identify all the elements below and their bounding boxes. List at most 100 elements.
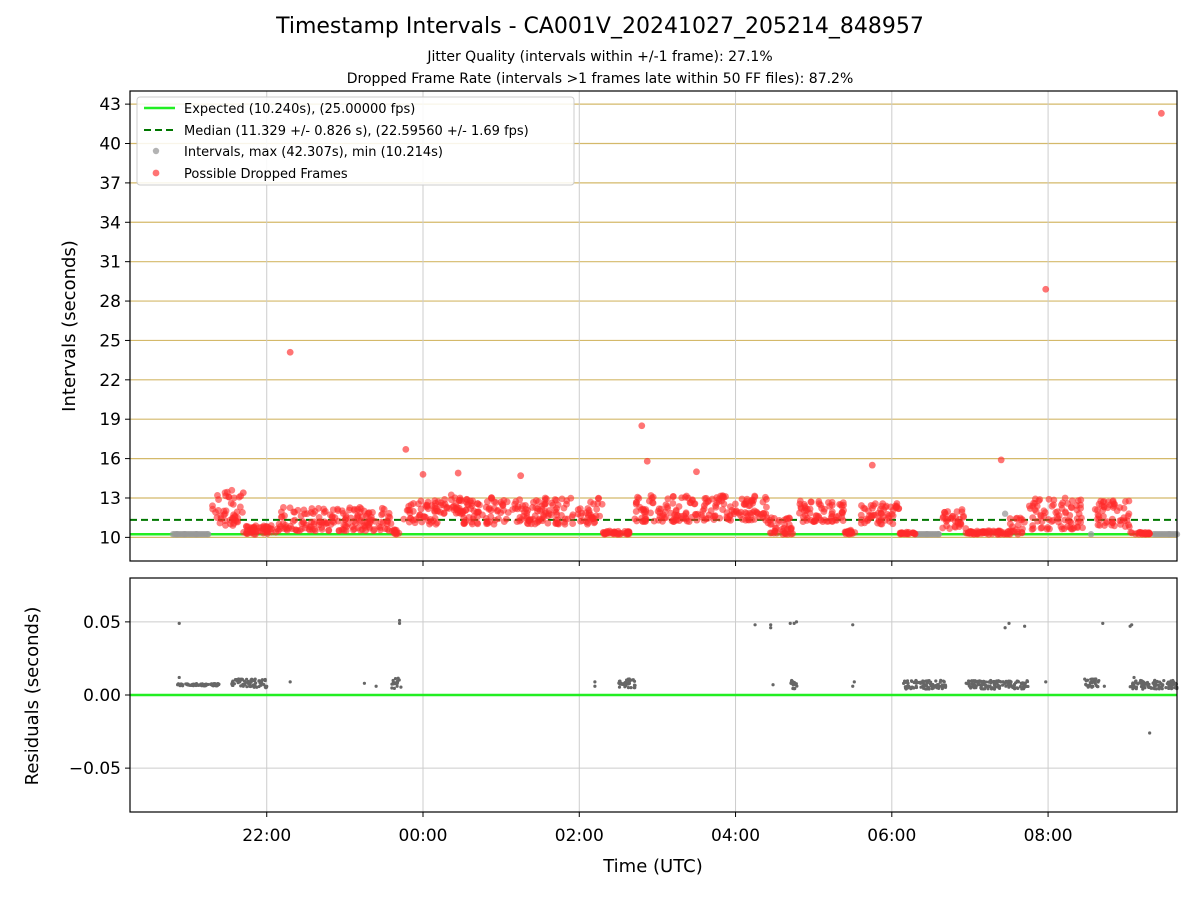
residual-point: [1131, 681, 1135, 685]
legend-entry: Possible Dropped Frames: [184, 167, 348, 182]
residual-point: [979, 687, 984, 691]
dropped-frame-point: [958, 508, 966, 516]
residual-point: [852, 680, 856, 684]
dropped-frame-point: [691, 500, 699, 508]
top-y-tick-label: 31: [99, 253, 121, 273]
residual-point: [245, 677, 249, 681]
residual-point: [374, 684, 378, 688]
residual-point: [925, 684, 929, 688]
residual-point: [987, 684, 991, 689]
residual-point: [1009, 680, 1013, 684]
dropped-frame-point: [1046, 525, 1053, 533]
dropped-frame-point: [1029, 525, 1037, 532]
residual-point: [989, 681, 993, 685]
dropped-frame-point: [815, 500, 823, 508]
residual-point: [617, 685, 622, 689]
dropped-frame-point: [1109, 498, 1117, 506]
top-y-tick-label: 37: [99, 174, 121, 194]
dropped-frame-point: [956, 521, 964, 528]
residual-point: [1026, 684, 1030, 689]
dropped-frame-point: [407, 514, 415, 522]
residual-point: [984, 680, 988, 684]
residual-point: [230, 682, 234, 686]
residual-point: [789, 681, 794, 685]
residual-point: [1154, 687, 1159, 691]
residual-point: [622, 682, 627, 686]
residual-point: [993, 686, 997, 690]
dropped-frame-point: [590, 515, 598, 523]
dropped-frame-point: [871, 511, 879, 519]
dropped-frame-point: [781, 520, 789, 528]
dropped-frame-point: [281, 512, 288, 520]
dropped-frame-point: [715, 497, 723, 505]
residual-point: [627, 677, 631, 681]
dropped-frame-point: [221, 517, 229, 525]
dropped-frame-point: [712, 503, 720, 511]
dropped-frame-point: [554, 519, 562, 527]
dropped-frame-point: [239, 489, 247, 497]
residual-point: [1008, 684, 1012, 688]
dropped-frame-point: [889, 520, 897, 528]
x-tick-label: 06:00: [867, 826, 916, 846]
dropped-frame-point: [521, 508, 528, 516]
dropped-frame-point: [491, 516, 499, 524]
dropped-frame-point: [1108, 521, 1115, 529]
dropped-frame-point: [230, 494, 238, 502]
residual-point: [593, 680, 597, 684]
residual-point: [919, 685, 923, 689]
residual-point: [788, 621, 792, 625]
dropped-frame-point: [1122, 498, 1129, 505]
dropped-frame-point: [839, 509, 846, 517]
dropped-frame-point: [1029, 502, 1037, 510]
dropped-frame-point: [308, 518, 315, 526]
dropped-frame-point: [997, 456, 1005, 464]
dropped-frame-point: [848, 529, 856, 537]
dropped-frame-point: [412, 516, 420, 523]
top-marks: [130, 109, 1181, 538]
dropped-frame-point: [828, 498, 836, 506]
dropped-frame-point: [424, 505, 432, 513]
dropped-frame-point: [832, 513, 840, 521]
dropped-frame-point: [419, 470, 427, 478]
dropped-frame-point: [1040, 512, 1048, 520]
residual-point: [393, 681, 398, 686]
dropped-frame-point: [539, 517, 546, 525]
dropped-frame-point: [530, 498, 537, 506]
dropped-frame-point: [239, 508, 246, 516]
dropped-frame-point: [767, 514, 775, 522]
residual-point: [921, 681, 926, 686]
residual-point: [184, 682, 188, 686]
dropped-frame-point: [468, 518, 475, 526]
dropped-frame-point: [509, 506, 517, 513]
residual-point: [1169, 684, 1173, 689]
dropped-frame-point: [731, 500, 739, 508]
dropped-frame-point: [468, 499, 476, 507]
dropped-frame-point: [404, 506, 412, 514]
residual-point: [625, 681, 629, 686]
residual-point: [1020, 687, 1024, 691]
dropped-frame-point: [1157, 109, 1165, 117]
dropped-frame-point: [448, 496, 455, 504]
residual-point: [1013, 686, 1017, 690]
residual-point: [390, 686, 394, 690]
dropped-frame-point: [358, 526, 366, 534]
residual-point: [1140, 682, 1144, 687]
residual-point: [1164, 686, 1168, 690]
dropped-frame-point: [841, 528, 849, 536]
residual-point: [1089, 681, 1093, 685]
residual-point: [176, 683, 180, 687]
residual-point: [792, 621, 796, 625]
dropped-frame-point: [823, 518, 831, 525]
residual-point: [627, 681, 632, 686]
residual-point: [1145, 680, 1150, 685]
residual-point: [1097, 678, 1101, 683]
residual-point: [252, 685, 256, 689]
dropped-frame-point: [1077, 496, 1085, 504]
residual-point: [288, 680, 292, 684]
dropped-frame-point: [828, 508, 836, 516]
dropped-frame-point: [1029, 514, 1037, 522]
dropped-frame-point: [1075, 510, 1083, 518]
residual-point: [1167, 686, 1171, 691]
dropped-frame-point: [748, 496, 756, 504]
